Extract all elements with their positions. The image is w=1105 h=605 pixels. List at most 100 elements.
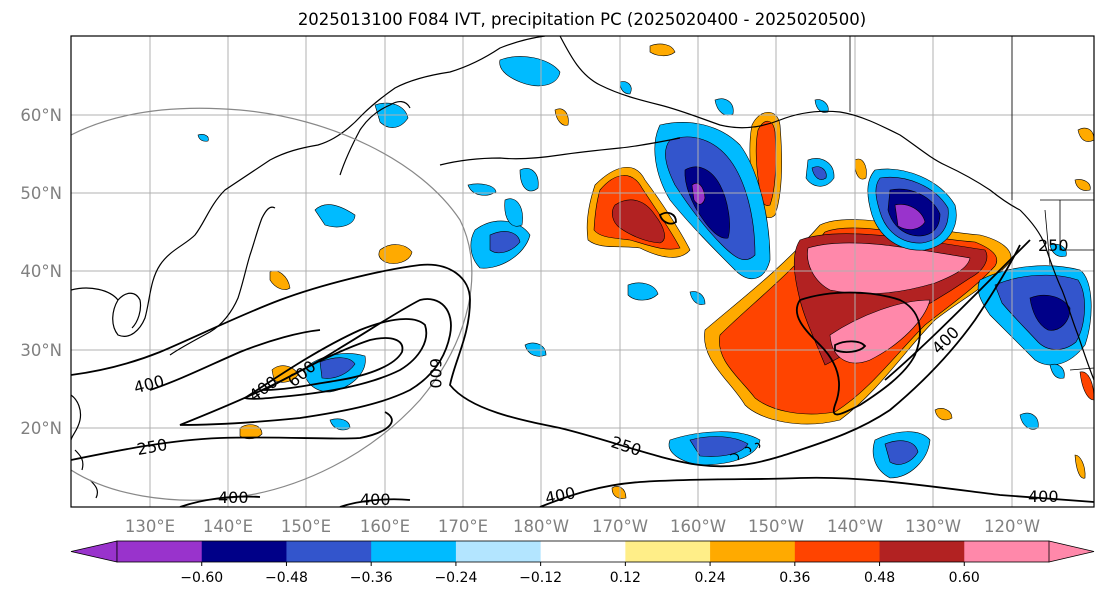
colorbar: −0.60 −0.48 −0.36 −0.24 −0.12 0.12 0.24 0.36 0.4… bbox=[70, 540, 1095, 586]
ivt-contours bbox=[71, 211, 1094, 507]
precip-positive-gulf-west-red bbox=[611, 199, 665, 244]
precip-negative-small-1 bbox=[627, 282, 659, 301]
colorbar-tick-label: −0.36 bbox=[350, 570, 393, 586]
contour-label: 400 bbox=[360, 490, 391, 509]
colorbar-extend-min bbox=[70, 540, 118, 563]
lon-label-170e: 170°E bbox=[438, 517, 488, 536]
political-borders bbox=[849, 36, 1094, 371]
border-us-states-2 bbox=[1059, 200, 1094, 251]
precip-negative-small-12 bbox=[197, 134, 209, 142]
coast-alaska bbox=[559, 36, 1021, 211]
precip-positive-small-13 bbox=[611, 486, 627, 499]
ivt-contour-400-east-b bbox=[884, 239, 1031, 381]
longitude-labels: 130°E 140°E 150°E 160°E 170°E 180°W 170°… bbox=[125, 517, 1040, 536]
lon-label-150e: 150°E bbox=[281, 517, 331, 536]
contour-label: 250 bbox=[1038, 236, 1069, 255]
lon-label-130w: 130°W bbox=[905, 517, 961, 536]
colorbar-segment bbox=[794, 541, 881, 562]
map-panel: 250 250 250 400 400 400 400 400 400 400 … bbox=[71, 36, 1094, 509]
colorbar-segment bbox=[879, 541, 965, 562]
colorbar-tick-label: 0.60 bbox=[949, 570, 980, 586]
colorbar-segment bbox=[201, 541, 287, 562]
colorbar-tick-label: −0.48 bbox=[265, 570, 308, 586]
precip-positive-small-1 bbox=[378, 244, 413, 264]
precip-negative-small-9 bbox=[619, 81, 632, 95]
colorbar-segment bbox=[286, 541, 372, 562]
colorbar-ticks bbox=[201, 562, 965, 566]
map-frame bbox=[70, 35, 1095, 508]
precip-negative-westcoast-dark bbox=[1029, 295, 1071, 331]
colorbar-segment bbox=[540, 541, 626, 562]
precip-negative-mid-4 bbox=[467, 183, 497, 196]
precip-positive-alaska-orange bbox=[755, 120, 777, 206]
colorbar-segment bbox=[710, 541, 796, 562]
precip-shading bbox=[197, 43, 1094, 499]
latitude-labels: 60°N 50°N 40°N 30°N 20°N bbox=[20, 106, 62, 438]
colorbar-tick-label: 0.36 bbox=[779, 570, 810, 586]
map-gridlines bbox=[71, 36, 1094, 507]
precip-positive-small-9 bbox=[1079, 371, 1094, 401]
precip-positive-small-7 bbox=[934, 408, 953, 421]
precip-negative-mid-3 bbox=[504, 198, 523, 227]
precip-negative-se-mid bbox=[884, 440, 919, 465]
precip-negative-hawaii-mid bbox=[689, 436, 749, 457]
lon-label-170w: 170°W bbox=[592, 517, 648, 536]
lon-label-120w: 120°W bbox=[984, 517, 1040, 536]
precip-positive-small-12 bbox=[1077, 127, 1094, 142]
ivt-contour-gulf-loop bbox=[658, 211, 677, 225]
ivt-contour-250-main bbox=[71, 244, 1021, 468]
colorbar-extend-max bbox=[1048, 540, 1095, 563]
colorbar-frame bbox=[116, 540, 1050, 563]
colorbar-segment bbox=[964, 541, 1050, 562]
colorbar-tick-label: 0.48 bbox=[864, 570, 895, 586]
lat-label-40n: 40°N bbox=[20, 262, 62, 281]
contour-label: 600 bbox=[426, 358, 445, 389]
lat-label-20n: 20°N bbox=[20, 419, 62, 438]
coast-aleutians bbox=[439, 137, 681, 166]
coast-japan bbox=[169, 206, 276, 356]
colorbar-tick-label: −0.24 bbox=[434, 570, 477, 586]
precip-negative-bc-core bbox=[894, 204, 926, 230]
contour-label: 400 bbox=[218, 488, 249, 507]
lon-label-150w: 150°W bbox=[748, 517, 804, 536]
colorbar-tick-label: −0.12 bbox=[519, 570, 562, 586]
precip-negative-jp-ridge-mid bbox=[319, 357, 356, 379]
coast-hawaii bbox=[729, 442, 761, 461]
precip-positive-small-10 bbox=[554, 108, 569, 126]
precip-negative-small-7 bbox=[714, 98, 734, 116]
colorbar-segment bbox=[625, 541, 711, 562]
precip-negative-small-4b bbox=[811, 166, 827, 180]
coast-korea bbox=[117, 292, 142, 329]
ivt-contour-400-left bbox=[149, 329, 321, 391]
contour-label: 400 bbox=[543, 483, 577, 508]
precip-positive-small-4 bbox=[269, 270, 291, 290]
lon-label-130e: 130°E bbox=[125, 517, 175, 536]
contour-label: 400 bbox=[1028, 487, 1059, 506]
lon-label-160w: 160°W bbox=[670, 517, 726, 536]
colorbar-tick-labels: −0.60 −0.48 −0.36 −0.24 −0.12 0.12 0.24 0.36 0.4… bbox=[180, 570, 980, 586]
precip-negative-small-10 bbox=[1049, 243, 1067, 257]
border-mexico bbox=[1069, 367, 1094, 371]
colorbar-tick-label: −0.60 bbox=[180, 570, 223, 586]
colorbar-segment bbox=[117, 541, 203, 562]
lon-label-160e: 160°E bbox=[360, 517, 410, 536]
figure-title: 2025013100 F084 IVT, precipitation PC (2… bbox=[298, 10, 866, 29]
lat-label-50n: 50°N bbox=[20, 184, 62, 203]
ivt-contour-600-inner bbox=[261, 337, 404, 391]
coast-asia bbox=[71, 36, 546, 337]
colorbar-segment bbox=[371, 541, 457, 562]
colorbar-tick-label: 0.24 bbox=[695, 570, 726, 586]
lat-label-60n: 60°N bbox=[20, 106, 62, 125]
precip-negative-small-8 bbox=[814, 99, 829, 113]
precip-negative-mid-1b bbox=[489, 231, 521, 254]
colorbar-tick-label: 0.12 bbox=[610, 570, 641, 586]
precip-negative-mid-2 bbox=[519, 168, 539, 192]
ivt-contour-600-ring bbox=[242, 318, 428, 400]
ivt-contour-small-loop bbox=[834, 340, 867, 353]
border-us-states-1 bbox=[1044, 209, 1051, 266]
colorbar-segments bbox=[70, 540, 1095, 563]
coast-kamchatka bbox=[339, 101, 411, 176]
precip-negative-north-1 bbox=[499, 56, 561, 87]
